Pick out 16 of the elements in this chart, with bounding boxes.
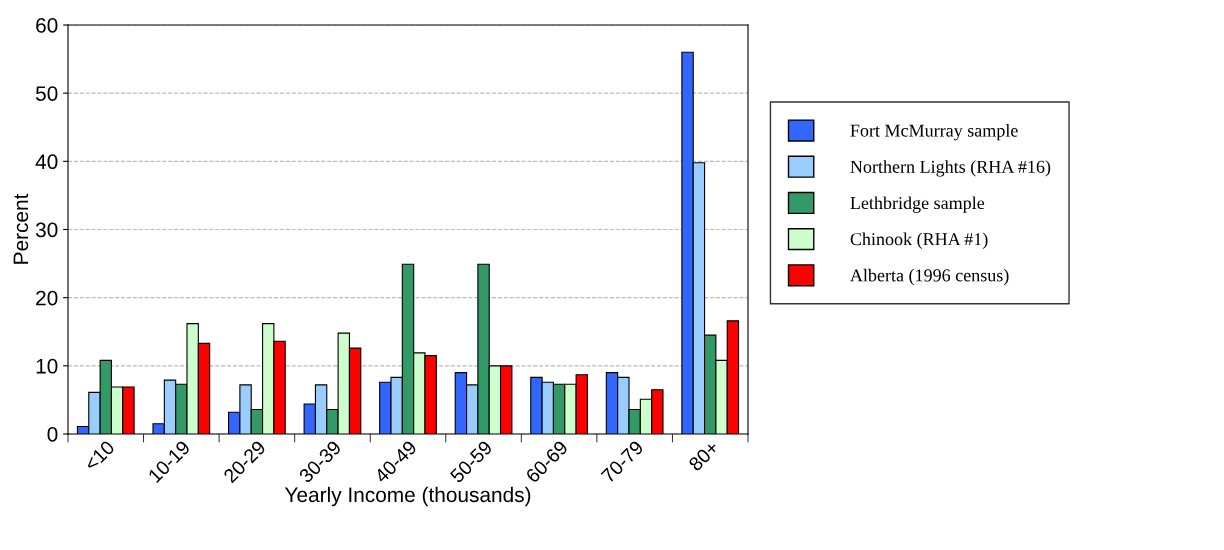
legend-label: Chinook (RHA #1) xyxy=(850,232,988,249)
y-tick-label: 50 xyxy=(35,86,58,101)
legend-label: Lethbridge sample xyxy=(850,196,985,213)
y-tick-label: 40 xyxy=(35,154,58,170)
y-tick-label: 60 xyxy=(36,18,58,33)
y-tick-label: 20 xyxy=(36,290,58,306)
x-tick-label: <10 xyxy=(83,439,116,472)
x-tick-label: 80+ xyxy=(687,439,720,472)
x-axis-title: Yearly Income (thousands) xyxy=(284,486,531,507)
legend-label: Fort McMurray sample xyxy=(850,123,1018,141)
y-tick-label: 10 xyxy=(36,358,58,374)
y-tick-label: 0 xyxy=(47,427,58,442)
y-axis-title: Percent xyxy=(13,193,29,264)
legend-label: Northern Lights (RHA #16) xyxy=(850,160,1051,177)
legend-label: Alberta (1996 census) xyxy=(850,268,1009,286)
y-tick-label: 30 xyxy=(35,222,58,238)
